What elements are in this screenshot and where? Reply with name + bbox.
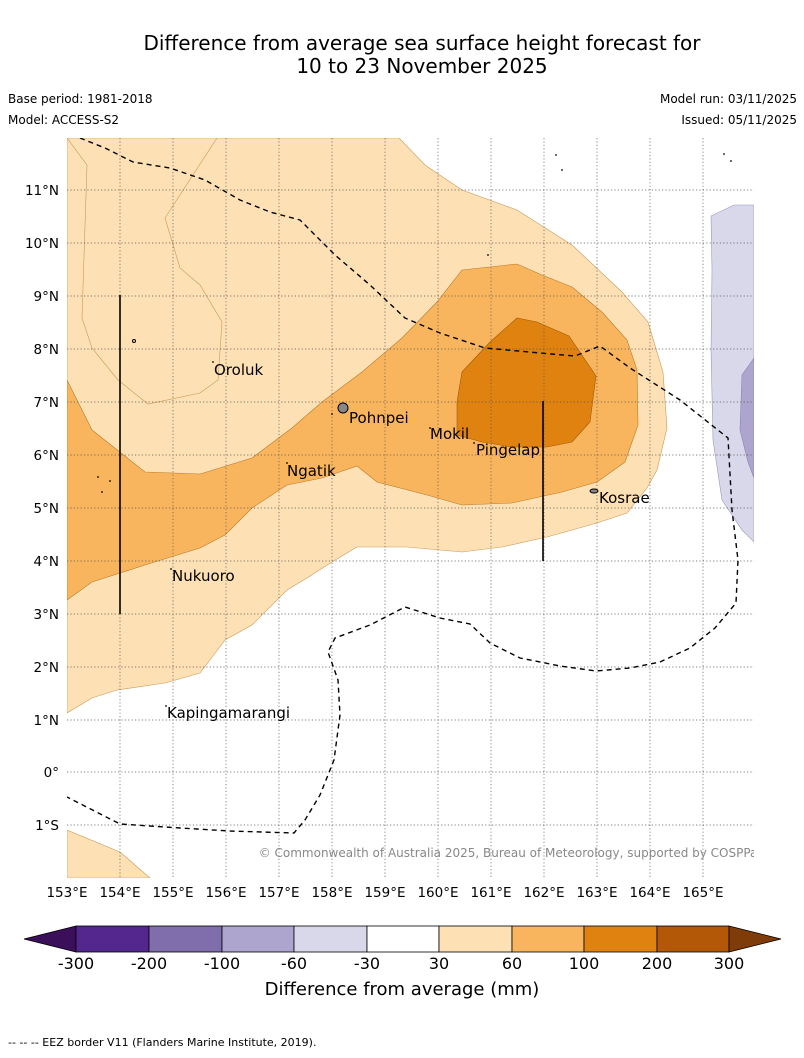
lon-tick: 164°E	[629, 885, 670, 901]
lat-tick: 1°S	[35, 818, 59, 834]
atoll-marker	[730, 160, 732, 162]
atoll-marker	[109, 480, 111, 482]
place-label-kosrae: Kosrae	[599, 489, 650, 507]
lon-tick: 163°E	[576, 885, 617, 901]
lon-tick: 154°E	[99, 885, 140, 901]
lat-tick: 2°N	[34, 660, 59, 676]
model-run: Model run: 03/11/2025	[659, 92, 797, 106]
base-period: Base period: 1981-2018	[8, 92, 153, 106]
colorbar-segment	[438, 925, 513, 953]
copyright-notice: © Commonwealth of Australia 2025, Bureau…	[259, 846, 764, 860]
place-label-nukuoro: Nukuoro	[172, 567, 235, 585]
atoll-marker	[555, 154, 557, 156]
colorbar-label: -30	[354, 954, 380, 973]
lon-tick: 158°E	[311, 885, 352, 901]
lon-tick: 155°E	[152, 885, 193, 901]
colorbar-extend-low	[23, 925, 77, 953]
chart-title: Difference from average sea surface heig…	[0, 32, 804, 78]
atoll-marker	[170, 568, 172, 570]
lat-tick: 11°N	[25, 183, 59, 199]
lon-tick: 165°E	[682, 885, 723, 901]
lat-tick: 10°N	[25, 236, 59, 252]
place-label-ngatik: Ngatik	[287, 462, 336, 480]
colorbar: -300 -200 -100 -60 -30 30 60 100 200 300…	[23, 925, 782, 1000]
atoll-marker	[331, 413, 333, 415]
colorbar-label: 60	[502, 954, 522, 973]
lon-tick: 159°E	[364, 885, 405, 901]
colorbar-label: 30	[429, 954, 449, 973]
colorbar-segment	[221, 925, 295, 953]
colorbar-segment	[293, 925, 368, 953]
anomaly-band-100-200	[456, 317, 597, 448]
colorbar-extend-high	[728, 925, 782, 953]
lon-tick: 160°E	[417, 885, 458, 901]
colorbar-label: -300	[58, 954, 94, 973]
kosrae-island	[589, 488, 599, 494]
colorbar-label: -100	[204, 954, 240, 973]
colorbar-label: 300	[714, 954, 745, 973]
lat-tick: 9°N	[34, 289, 59, 305]
model-name: Model: ACCESS-S2	[8, 113, 120, 127]
longitude-gridlines	[119, 138, 704, 878]
latitude-axis: 11°N 10°N 9°N 8°N 7°N 6°N 5°N 4°N 3°N 2°…	[25, 183, 59, 834]
lon-tick: 162°E	[523, 885, 564, 901]
title-line-2: 10 to 23 November 2025	[296, 54, 548, 78]
lat-tick: 5°N	[34, 501, 59, 517]
place-label-mokil: Mokil	[430, 425, 469, 443]
eez-footnote: -- -- -- EEZ border V11 (Flanders Marine…	[8, 1036, 317, 1049]
atoll-marker	[429, 427, 431, 429]
anomaly-patch-south	[67, 829, 151, 878]
atoll-marker	[97, 476, 99, 478]
place-label-pingelap: Pingelap	[476, 441, 540, 459]
lat-tick: 6°N	[34, 448, 59, 464]
place-label-kapingamarangi: Kapingamarangi	[167, 704, 290, 722]
colorbar-label: -60	[281, 954, 307, 973]
longitude-axis: 153°E 154°E 155°E 156°E 157°E 158°E 159°…	[46, 885, 723, 901]
lon-tick: 156°E	[205, 885, 246, 901]
lat-tick: 7°N	[34, 395, 59, 411]
latitude-gridlines	[67, 189, 754, 826]
colorbar-segment	[366, 925, 440, 953]
lat-tick: 8°N	[34, 342, 59, 358]
colorbar-label: -200	[131, 954, 167, 973]
anomaly-band-neg-60-100	[739, 357, 754, 479]
atoll-marker	[487, 254, 489, 256]
colorbar-label: 100	[569, 954, 600, 973]
map-panel: Oroluk Pohnpei Mokil Pingelap Ngatik Kos…	[67, 138, 764, 878]
atoll-marker	[561, 169, 563, 171]
colorbar-title: Difference from average (mm)	[265, 979, 540, 1000]
colorbar-segment	[148, 925, 223, 953]
atoll-marker	[165, 705, 167, 707]
lat-tick: 4°N	[34, 554, 59, 570]
issued-date: Issued: 05/11/2025	[681, 113, 797, 127]
eez-border-line	[67, 138, 739, 834]
place-label-pohnpei: Pohnpei	[349, 409, 409, 427]
atoll-marker	[132, 339, 136, 343]
anomaly-band-neg-30-60	[710, 204, 754, 543]
lon-tick: 157°E	[258, 885, 299, 901]
atoll-marker	[101, 491, 103, 493]
atoll-marker	[473, 442, 475, 444]
pohnpei-island	[337, 402, 349, 414]
colorbar-segment	[511, 925, 585, 953]
place-label-oroluk: Oroluk	[214, 361, 263, 379]
colorbar-segment	[75, 925, 150, 953]
colorbar-labels: -300 -200 -100 -60 -30 30 60 100 200 300	[58, 954, 744, 973]
atoll-marker	[212, 361, 214, 363]
lat-tick: 0°	[44, 765, 59, 781]
title-line-1: Difference from average sea surface heig…	[143, 31, 701, 55]
lon-tick: 161°E	[470, 885, 511, 901]
colorbar-label: 200	[642, 954, 673, 973]
colorbar-segment	[656, 925, 730, 953]
atoll-marker	[286, 462, 288, 464]
atoll-marker	[723, 153, 725, 155]
lat-tick: 1°N	[34, 713, 59, 729]
colorbar-segment	[583, 925, 658, 953]
lat-tick: 3°N	[34, 607, 59, 623]
lon-tick: 153°E	[46, 885, 87, 901]
